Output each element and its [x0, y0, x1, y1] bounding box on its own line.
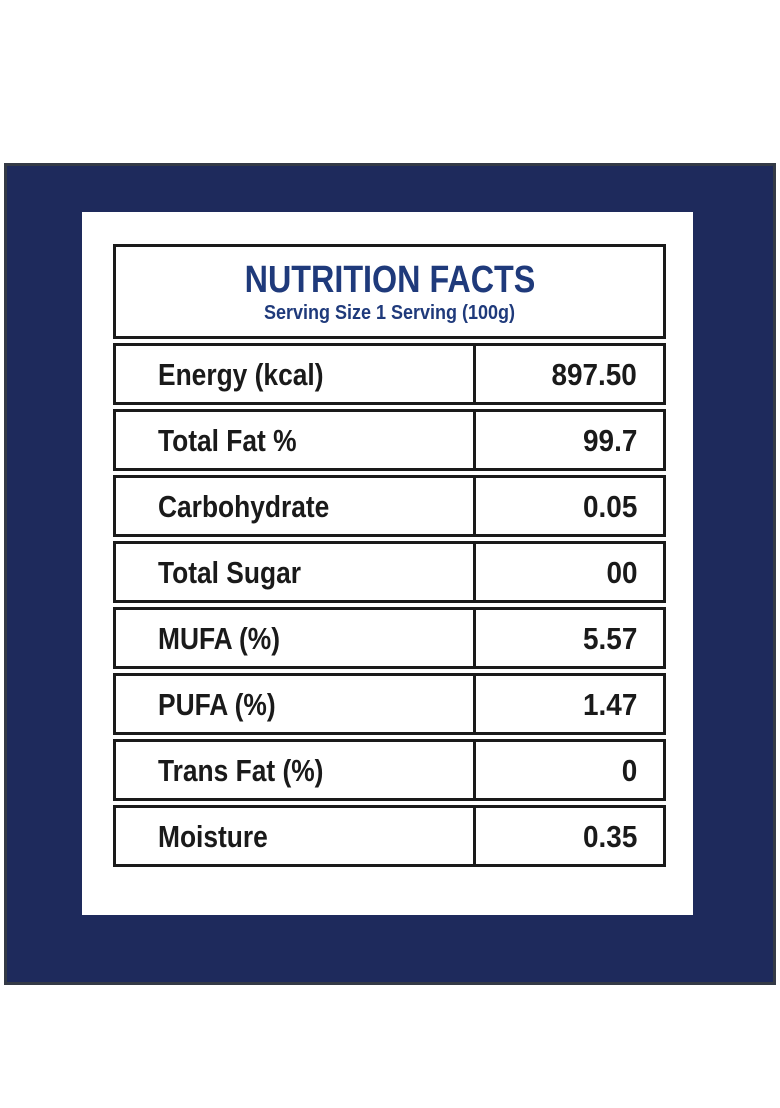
table-row: Moisture 0.35: [113, 805, 666, 867]
nutrient-name-cell: MUFA (%): [116, 610, 476, 666]
nutrient-value: 99.7: [582, 422, 637, 458]
table-row: MUFA (%) 5.57: [113, 607, 666, 669]
nutrient-value: 0.05: [582, 488, 637, 524]
nutrition-table: NUTRITION FACTS Serving Size 1 Serving (…: [113, 244, 666, 867]
nutrient-name: Total Sugar: [158, 554, 301, 590]
nutrient-name: Carbohydrate: [158, 488, 330, 524]
nutrient-name-cell: Moisture: [116, 808, 476, 864]
nutrient-value-cell: 897.50: [476, 346, 663, 402]
nutrient-name: PUFA (%): [158, 686, 276, 722]
nutrient-value-cell: 00: [476, 544, 663, 600]
nutrient-value: 1.47: [582, 686, 637, 722]
nutrient-name: Total Fat %: [158, 422, 297, 458]
nutrient-name-cell: PUFA (%): [116, 676, 476, 732]
nutrient-value-cell: 0.35: [476, 808, 663, 864]
table-row: PUFA (%) 1.47: [113, 673, 666, 735]
nutrient-name: Trans Fat (%): [158, 752, 324, 788]
label-mat: NUTRITION FACTS Serving Size 1 Serving (…: [4, 163, 776, 985]
nutrient-value: 0.35: [582, 818, 637, 854]
table-row: Energy (kcal) 897.50: [113, 343, 666, 405]
nutrient-value-cell: 1.47: [476, 676, 663, 732]
nutrient-value: 00: [605, 554, 637, 590]
nutrient-value: 0: [621, 752, 637, 788]
nutrient-value-cell: 5.57: [476, 610, 663, 666]
table-row: Carbohydrate 0.05: [113, 475, 666, 537]
table-row: Total Sugar 00: [113, 541, 666, 603]
table-row: Total Fat % 99.7: [113, 409, 666, 471]
nutrient-name: Moisture: [158, 818, 268, 854]
nutrient-name: MUFA (%): [158, 620, 280, 656]
nutrient-value-cell: 99.7: [476, 412, 663, 468]
nutrient-value: 897.50: [551, 356, 637, 392]
nutrient-name-cell: Energy (kcal): [116, 346, 476, 402]
nutrient-name-cell: Total Sugar: [116, 544, 476, 600]
serving-size: Serving Size 1 Serving (100g): [263, 301, 516, 324]
nutrient-name: Energy (kcal): [158, 356, 324, 392]
nutrient-name-cell: Total Fat %: [116, 412, 476, 468]
nutrient-value-cell: 0: [476, 742, 663, 798]
nutrient-name-cell: Trans Fat (%): [116, 742, 476, 798]
label-panel: NUTRITION FACTS Serving Size 1 Serving (…: [82, 212, 693, 915]
label-title: NUTRITION FACTS: [244, 258, 535, 301]
nutrient-name-cell: Carbohydrate: [116, 478, 476, 534]
table-header: NUTRITION FACTS Serving Size 1 Serving (…: [113, 244, 666, 339]
nutrient-value-cell: 0.05: [476, 478, 663, 534]
nutrient-value: 5.57: [582, 620, 637, 656]
table-row: Trans Fat (%) 0: [113, 739, 666, 801]
